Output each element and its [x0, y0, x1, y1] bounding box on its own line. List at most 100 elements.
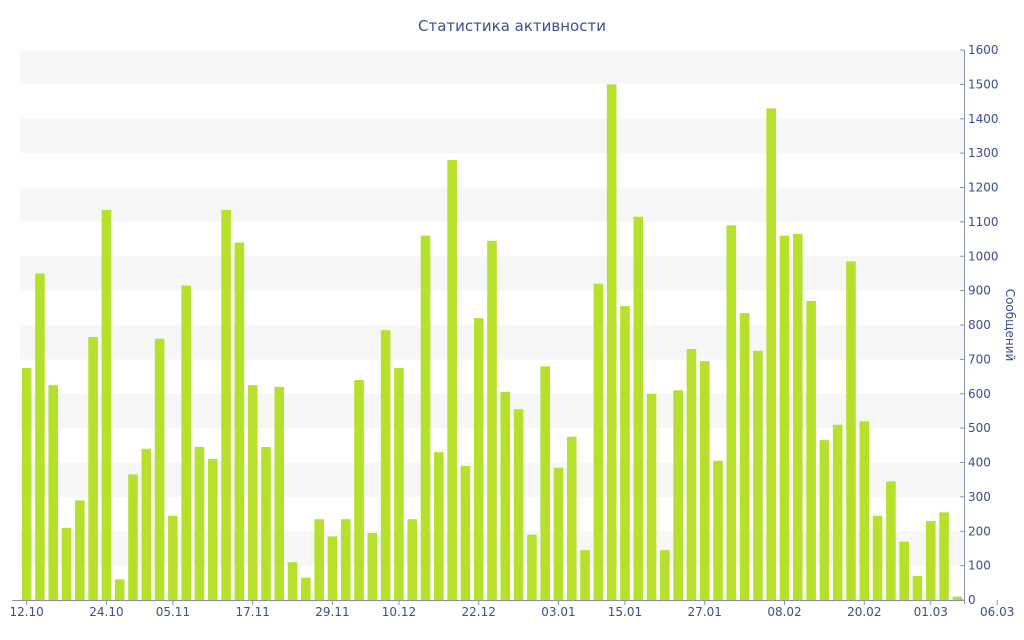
bar — [872, 515, 883, 600]
y-tick-label: 1500 — [968, 77, 999, 91]
bar — [713, 460, 723, 600]
x-tick-label: 12.10 — [9, 605, 43, 619]
y-tick-label: 1400 — [968, 112, 999, 126]
bar — [540, 366, 550, 600]
bar — [287, 562, 298, 600]
bar — [247, 385, 258, 600]
y-axis-label: Сообщений — [1003, 289, 1017, 362]
x-tick-label: 20.02 — [847, 605, 881, 619]
x-tick-label: 17.11 — [235, 605, 269, 619]
x-tick-label: 29.11 — [315, 605, 349, 619]
bar — [35, 273, 45, 600]
bar — [606, 84, 617, 601]
bar — [646, 393, 657, 600]
bar — [899, 541, 909, 600]
bar — [75, 500, 85, 600]
bar — [487, 240, 497, 600]
grid-band — [20, 118, 964, 154]
y-tick-label: 500 — [968, 421, 991, 435]
bar — [779, 235, 790, 601]
bar — [420, 235, 431, 601]
bar — [912, 575, 923, 600]
y-tick-label: 600 — [968, 387, 991, 401]
y-tick-label: 0 — [968, 593, 976, 607]
bar — [460, 465, 471, 600]
bar — [739, 312, 750, 600]
bar — [208, 459, 218, 600]
x-tick-label: 24.10 — [89, 605, 123, 619]
grid-band — [20, 50, 964, 85]
bar — [221, 209, 231, 600]
bar — [593, 283, 604, 600]
bar — [141, 448, 152, 600]
y-tick-label: 1000 — [968, 249, 999, 263]
chart-title: Статистика активности — [418, 17, 606, 35]
bar — [846, 261, 856, 600]
bar — [473, 318, 484, 601]
bar — [726, 225, 737, 600]
bar — [407, 519, 418, 600]
y-tick-label: 300 — [968, 490, 991, 504]
bar — [580, 550, 590, 600]
y-tick-label: 700 — [968, 352, 991, 366]
bar — [793, 233, 803, 600]
bar — [513, 409, 524, 600]
y-tick-label: 800 — [968, 318, 991, 332]
bar — [660, 550, 670, 600]
bar — [114, 579, 125, 601]
x-tick-label: 15.01 — [608, 605, 642, 619]
bar — [766, 108, 776, 600]
x-tick-label: 01.03 — [914, 605, 948, 619]
bar — [340, 519, 351, 600]
y-tick-label: 1300 — [968, 146, 999, 160]
bar — [566, 436, 577, 600]
bar — [21, 367, 32, 600]
bar — [261, 447, 271, 600]
y-tick-label: 100 — [968, 559, 991, 573]
y-tick-label: 400 — [968, 456, 991, 470]
grid-band — [20, 187, 964, 222]
bar — [101, 209, 112, 600]
bar — [168, 515, 178, 600]
y-tick-label: 900 — [968, 284, 991, 298]
x-tick-label: 05.11 — [156, 605, 190, 619]
y-tick-label: 1600 — [968, 43, 999, 57]
bar — [859, 421, 870, 600]
bar — [553, 467, 564, 600]
x-tick-label: 27.01 — [688, 605, 722, 619]
bar — [234, 242, 245, 600]
bar — [48, 385, 59, 600]
x-tick-label: 22.12 — [462, 605, 496, 619]
bar — [939, 512, 949, 600]
bar — [500, 392, 511, 600]
bar — [753, 350, 763, 600]
bar — [925, 520, 936, 600]
bar — [434, 452, 444, 600]
bar — [327, 536, 338, 600]
bar — [633, 216, 644, 600]
x-tick-labels: 12.10 24.10 05.11 17.11 29.11 10.12 22.12 03.01… — [9, 600, 1014, 619]
bar — [886, 481, 896, 600]
bar — [380, 330, 391, 600]
axes — [12, 50, 965, 604]
bar — [181, 285, 191, 600]
y-tick-labels: 0 100 200 300 400 500 600 700 800 900 1000 1100 1200… — [960, 43, 999, 607]
bar — [61, 527, 72, 600]
bar — [394, 367, 404, 600]
bar — [314, 519, 324, 600]
bar — [194, 447, 205, 600]
x-tick-label: 08.02 — [767, 605, 801, 619]
bar — [88, 337, 98, 600]
bar — [301, 577, 311, 600]
bar — [806, 300, 816, 600]
bar-series — [21, 84, 963, 601]
bar — [832, 424, 843, 600]
bar — [367, 532, 378, 600]
bar — [354, 380, 364, 600]
y-tick-label: 1200 — [968, 181, 999, 195]
bar — [154, 338, 165, 600]
y-tick-label: 200 — [968, 524, 991, 538]
bar — [620, 306, 630, 600]
bar — [274, 386, 285, 601]
